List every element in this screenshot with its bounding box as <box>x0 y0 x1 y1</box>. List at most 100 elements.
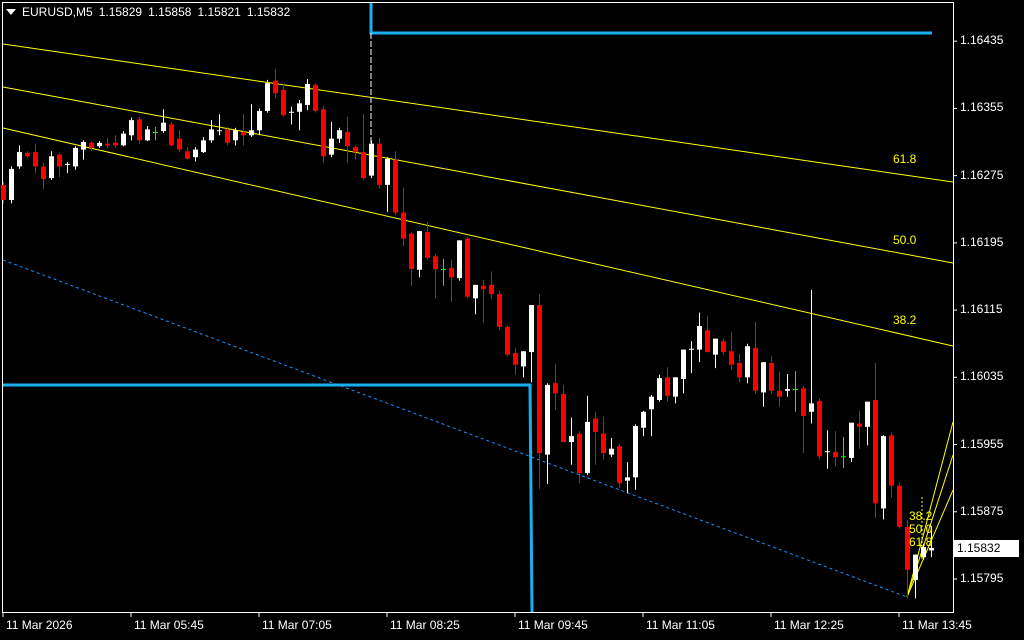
candle <box>673 377 678 404</box>
dropdown-triangle-icon[interactable] <box>6 9 16 15</box>
candle <box>393 151 398 216</box>
channel-level-label: 61.8 <box>893 152 917 166</box>
candle-body <box>521 351 526 367</box>
candle <box>513 347 518 375</box>
candle-body <box>161 122 166 132</box>
symbol-label: EURUSD,M5 <box>22 5 93 19</box>
candle <box>585 395 590 475</box>
candle <box>465 236 470 299</box>
candle-body <box>233 130 238 141</box>
candle <box>209 120 214 143</box>
candle-body <box>377 143 382 185</box>
candle-body <box>361 152 366 179</box>
candle-body <box>681 349 686 379</box>
candle <box>177 130 182 153</box>
candle-body <box>713 338 718 355</box>
candle <box>449 259 454 302</box>
candle <box>841 436 846 469</box>
ohlc-open: 1.15829 <box>98 5 143 19</box>
candle-body <box>113 142 118 146</box>
candle <box>297 100 302 131</box>
candle-body <box>825 451 830 453</box>
candle <box>785 373 790 397</box>
candle-body <box>217 130 222 132</box>
candle <box>1 182 6 204</box>
candle-body <box>513 352 518 365</box>
price-axis-label: 1.16035 <box>960 369 1004 384</box>
candle-body <box>633 426 638 478</box>
candle-body <box>1 184 6 200</box>
candle <box>777 371 782 407</box>
candle-body <box>449 268 454 278</box>
candle <box>57 152 62 178</box>
candle <box>33 143 38 174</box>
candle-body <box>473 284 478 299</box>
candle-body <box>393 159 398 213</box>
candle <box>137 116 142 144</box>
candle-body <box>929 547 934 551</box>
candle <box>609 437 614 458</box>
candle <box>705 315 710 353</box>
price-axis-label: 1.16275 <box>960 167 1004 182</box>
candle-body <box>441 268 446 270</box>
candle-body <box>9 168 14 200</box>
candle <box>377 137 382 189</box>
candle-body <box>785 389 790 391</box>
candle-body <box>801 388 806 416</box>
candle <box>89 141 94 152</box>
candle <box>217 114 222 136</box>
candle-body <box>265 83 270 111</box>
candle-body <box>273 80 278 94</box>
candle-body <box>601 433 606 453</box>
candle <box>353 145 358 160</box>
chart-frame <box>2 2 954 613</box>
candle-body <box>921 547 926 558</box>
candle <box>97 141 102 148</box>
candle-body <box>417 231 422 270</box>
candle-body <box>369 143 374 176</box>
candle <box>185 147 190 160</box>
candle-body <box>225 129 230 143</box>
channel-line-50-0 <box>2 86 954 264</box>
candle <box>697 312 702 363</box>
candle <box>625 462 630 494</box>
candle <box>897 482 902 529</box>
candle-body <box>673 377 678 397</box>
candle <box>825 430 830 469</box>
candle-body <box>25 152 30 157</box>
level-line-upper <box>369 3 932 35</box>
candle <box>761 362 766 407</box>
candle-body <box>321 109 326 157</box>
candle-body <box>689 348 694 350</box>
candle-body <box>817 400 822 457</box>
candle <box>193 147 198 162</box>
price-axis-label: 1.16115 <box>960 302 1003 317</box>
candle-body <box>137 119 142 141</box>
candle <box>641 410 646 437</box>
candle-body <box>865 401 870 427</box>
candle <box>201 136 206 153</box>
candle-body <box>537 305 542 453</box>
candle-body <box>289 111 294 113</box>
candle <box>249 104 254 137</box>
fan-level-label: 61.8 <box>909 535 933 549</box>
candle <box>441 258 446 286</box>
candle <box>713 338 718 369</box>
candle <box>737 353 742 383</box>
candle-body <box>73 147 78 167</box>
candle-body <box>121 133 126 146</box>
candle-body <box>57 154 62 167</box>
candle-body <box>497 294 502 327</box>
candle-body <box>185 151 190 159</box>
ohlc-high: 1.15858 <box>148 5 192 19</box>
candle <box>769 356 774 395</box>
candle <box>161 109 166 133</box>
price-axis-label: 1.16355 <box>960 100 1004 115</box>
candle <box>881 435 886 520</box>
candle <box>529 305 534 383</box>
candle <box>369 140 374 179</box>
ohlc-close: 1.15832 <box>246 5 291 19</box>
candle <box>417 231 422 278</box>
candle <box>657 374 662 402</box>
